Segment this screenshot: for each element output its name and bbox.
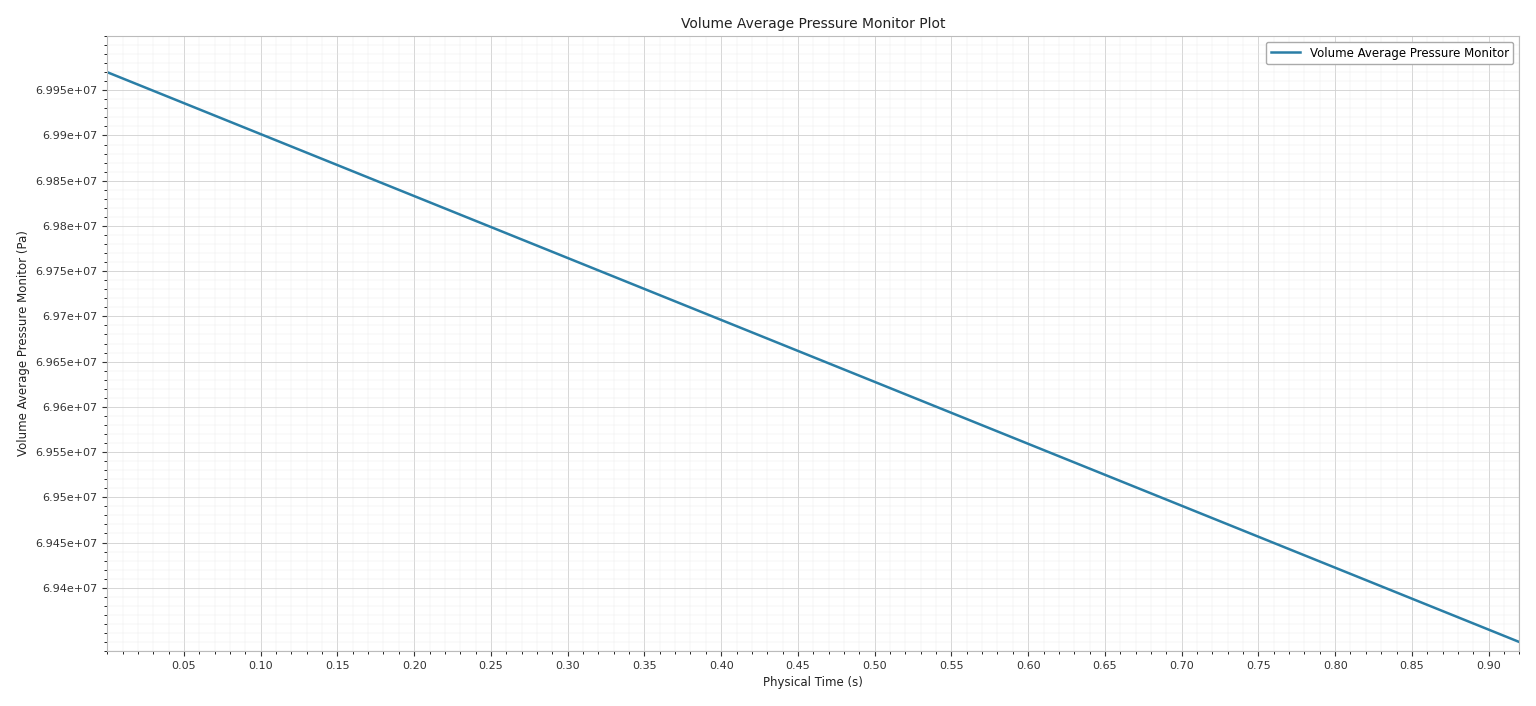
- Legend: Volume Average Pressure Monitor: Volume Average Pressure Monitor: [1266, 42, 1513, 64]
- Title: Volume Average Pressure Monitor Plot: Volume Average Pressure Monitor Plot: [680, 17, 946, 30]
- X-axis label: Physical Time (s): Physical Time (s): [763, 676, 863, 689]
- Line: Volume Average Pressure Monitor: Volume Average Pressure Monitor: [108, 72, 1519, 642]
- Volume Average Pressure Monitor: [243, 126, 261, 135]
- Volume Average Pressure Monitor: [720, 319, 739, 328]
- Volume Average Pressure Monitor: [1510, 638, 1528, 646]
- Y-axis label: Volume Average Pressure Monitor (Pa): Volume Average Pressure Monitor (Pa): [17, 231, 29, 457]
- Volume Average Pressure Monitor: [1224, 522, 1243, 531]
- Volume Average Pressure Monitor: [1068, 459, 1086, 467]
- Volume Average Pressure Monitor: [1200, 513, 1218, 521]
- Volume Average Pressure Monitor: [670, 299, 688, 307]
- Volume Average Pressure Monitor: [98, 68, 117, 76]
